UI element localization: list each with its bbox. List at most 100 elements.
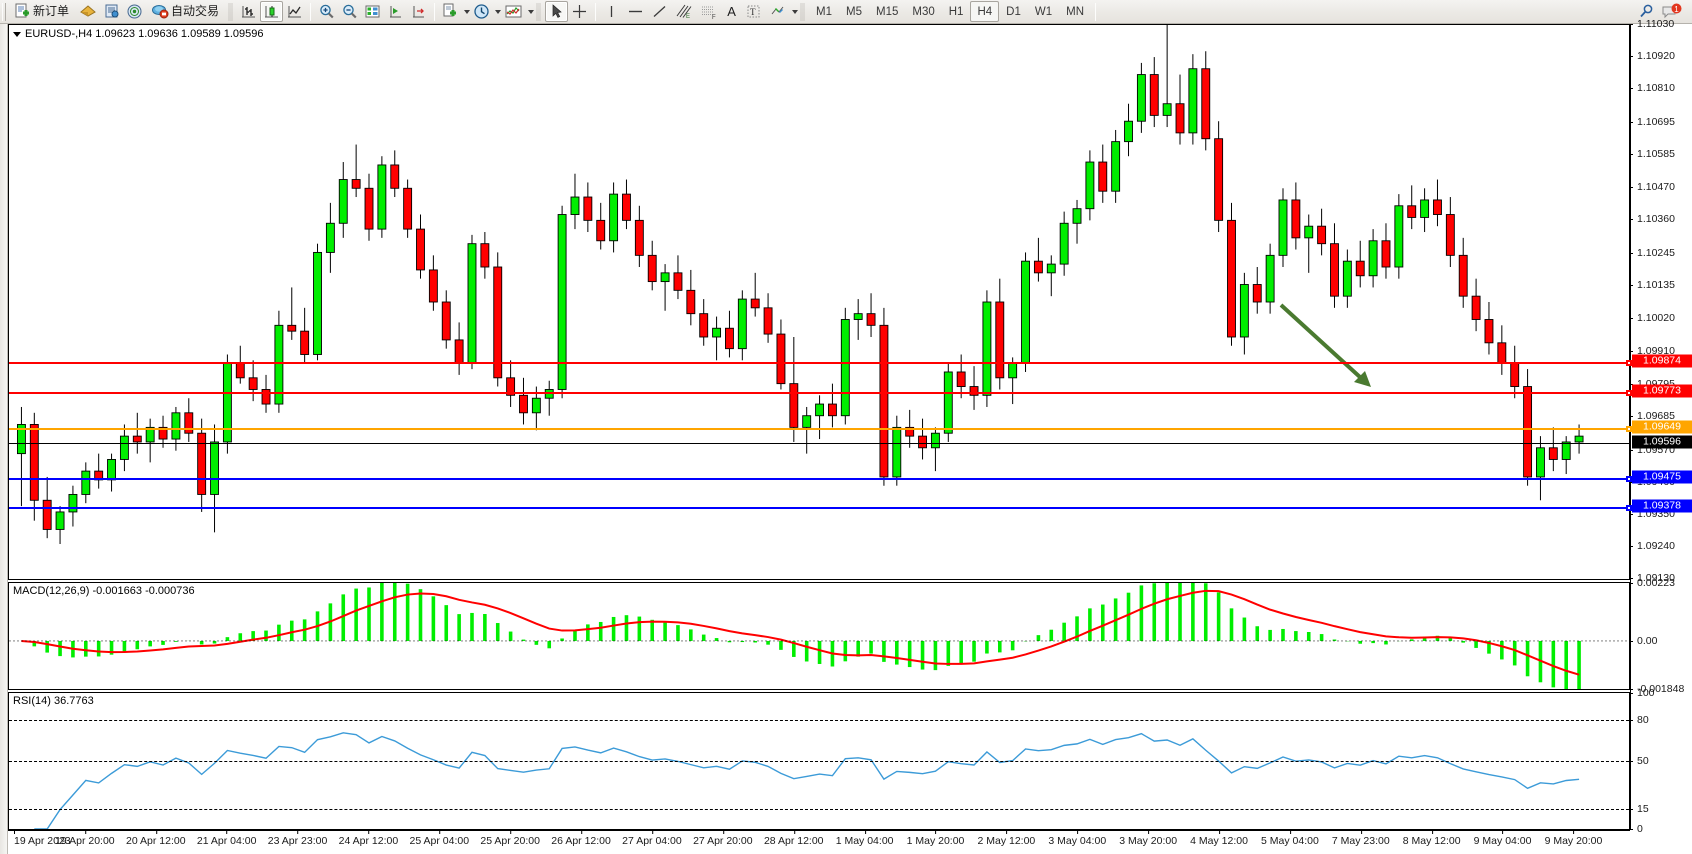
- macd-pane[interactable]: MACD(12,26,9) -0.001663 -0.000736: [8, 582, 1631, 690]
- crosshair-button[interactable]: [568, 1, 591, 22]
- toolbar-separator-3: [595, 2, 597, 21]
- price-pane[interactable]: EURUSD-,H4 1.09623 1.09636 1.09589 1.095…: [8, 24, 1632, 580]
- fibonacci-button[interactable]: F: [696, 1, 721, 22]
- new-chart-button[interactable]: [439, 1, 462, 22]
- candlestick-chart-button[interactable]: [260, 1, 284, 22]
- rsi-pane[interactable]: RSI(14) 36.7763: [8, 692, 1630, 830]
- toolbar-dot-grip-2[interactable]: [536, 2, 542, 21]
- bar-chart-icon: [242, 6, 256, 18]
- navigator-button[interactable]: [123, 1, 146, 22]
- chart-shift-button[interactable]: [384, 1, 407, 22]
- timeframe-h1[interactable]: H1: [948, 6, 964, 18]
- expert-advisors-icon: [80, 5, 96, 17]
- cursor-icon: [552, 4, 562, 18]
- text-label-button[interactable]: T: [742, 1, 765, 22]
- time-axis[interactable]: 19 Apr 2023 19 Apr 20:00 20 Apr 12:00 21 Ap…: [8, 830, 1630, 854]
- trendline-icon: [653, 6, 666, 17]
- timeframe-mn[interactable]: MN: [1066, 6, 1084, 18]
- line-chart-button[interactable]: [283, 1, 306, 22]
- hline-stroke: [9, 506, 1629, 509]
- timeframe-m15[interactable]: M15: [876, 6, 899, 18]
- period-dropdown-caret[interactable]: [495, 9, 502, 14]
- toolbar-separator-4: [1095, 2, 1096, 21]
- macd-series: [9, 583, 1631, 689]
- equidistant-channel-button[interactable]: E: [671, 1, 696, 22]
- zoom-out-icon: [343, 4, 357, 19]
- hline-handle[interactable]: [1626, 504, 1632, 511]
- data-window-icon: [105, 4, 119, 18]
- price-label-support-upper: 1.09475: [1632, 470, 1692, 484]
- text-button[interactable]: A: [721, 1, 742, 22]
- zoom-in-button[interactable]: [315, 1, 338, 22]
- hline-handle[interactable]: [1626, 360, 1632, 367]
- price-tick: 1.09130: [1630, 572, 1692, 584]
- line-chart-icon: [288, 6, 302, 18]
- rsi-level-50: [9, 761, 1629, 762]
- horizontal-line-button[interactable]: [623, 1, 648, 22]
- toolbar-grip[interactable]: [2, 2, 6, 21]
- arrows-dropdown-caret[interactable]: [792, 9, 799, 14]
- rsi-tick: 0: [1630, 823, 1692, 835]
- chart-menu-caret-icon[interactable]: [13, 31, 21, 37]
- timeframe-w1[interactable]: W1: [1034, 6, 1053, 18]
- chart-shift-icon: [390, 6, 402, 18]
- equidistant-channel-icon: E: [676, 4, 692, 20]
- auto-scroll-button[interactable]: [361, 1, 384, 22]
- chart-left-scrollbar[interactable]: [0, 24, 8, 854]
- hline-stroke: [9, 427, 1629, 430]
- svg-text:T: T: [750, 7, 756, 17]
- cursor-button[interactable]: [545, 1, 569, 22]
- data-window-button[interactable]: [100, 1, 123, 22]
- price-tick: 1.10245: [1630, 247, 1692, 259]
- timeframe-m30[interactable]: M30: [912, 6, 935, 18]
- search-button[interactable]: [1634, 1, 1658, 22]
- toolbar-separator-2: [434, 2, 436, 21]
- macd-tick: 0.00223: [1630, 577, 1692, 589]
- price-label-pivot: 1.09649: [1632, 420, 1692, 434]
- time-tick: 27 Apr 20:00: [693, 830, 753, 847]
- autotrading-button[interactable]: 自动交易: [146, 1, 226, 22]
- time-tick: 21 Apr 04:00: [196, 830, 257, 847]
- hline-stroke: [9, 391, 1629, 394]
- toolbar-dot-grip[interactable]: [228, 2, 234, 21]
- zoom-in-icon: [320, 4, 334, 19]
- timeframe-m5[interactable]: M5: [846, 6, 862, 18]
- bar-chart-button[interactable]: [237, 1, 260, 22]
- timeframe-d1[interactable]: D1: [1006, 6, 1021, 18]
- new-chart-dropdown-caret[interactable]: [464, 9, 471, 14]
- rsi-tick: 50: [1630, 755, 1692, 767]
- timeframe-h4[interactable]: H4: [970, 1, 1000, 22]
- time-tick: 3 May 20:00: [1119, 830, 1178, 847]
- hline-handle[interactable]: [1626, 425, 1632, 432]
- arrows-button[interactable]: [765, 1, 790, 22]
- chart-indent-button[interactable]: [407, 1, 430, 22]
- rsi-level-80: [9, 720, 1629, 722]
- new-order-button[interactable]: 新订单: [9, 1, 76, 22]
- time-tick: 25 Apr 04:00: [409, 830, 470, 847]
- hline-stroke: [9, 443, 1629, 445]
- autotrading-icon: [152, 5, 169, 19]
- price-axis[interactable]: 1.09874 1.09773 1.09649 1.09596 1.09475 1.093…: [1630, 18, 1692, 835]
- vertical-line-button[interactable]: [600, 1, 623, 22]
- price-tick: 1.11030: [1630, 18, 1692, 30]
- alerts-button[interactable]: 1: [1658, 1, 1686, 22]
- time-tick: 7 May 23:00: [1331, 830, 1390, 847]
- indicators-button[interactable]: [501, 1, 526, 22]
- expert-advisors-button[interactable]: [76, 1, 100, 22]
- fibonacci-icon: F: [702, 6, 716, 20]
- time-tick: 8 May 12:00: [1402, 830, 1461, 847]
- hline-handle[interactable]: [1626, 389, 1632, 396]
- period-button[interactable]: [470, 1, 493, 22]
- auto-scroll-icon: [365, 5, 380, 18]
- indicators-dropdown-caret[interactable]: [528, 9, 535, 14]
- rsi-tick: 100: [1630, 687, 1692, 699]
- price-tick: 1.09910: [1630, 345, 1692, 357]
- timeframe-m1[interactable]: M1: [816, 6, 833, 18]
- toolbar-dot-grip-3[interactable]: [800, 2, 806, 21]
- alerts-icon: 1: [1662, 3, 1682, 18]
- zoom-out-button[interactable]: [338, 1, 361, 22]
- trendline-button[interactable]: [648, 1, 671, 22]
- price-tick: 1.10470: [1630, 181, 1692, 193]
- hline-handle[interactable]: [1626, 476, 1632, 483]
- time-tick: 27 Apr 04:00: [622, 830, 682, 847]
